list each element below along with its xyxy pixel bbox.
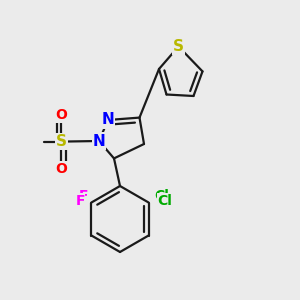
- Text: O: O: [56, 162, 68, 176]
- Text: N: N: [93, 134, 105, 148]
- Text: S: S: [173, 39, 184, 54]
- Text: N: N: [93, 134, 105, 148]
- Text: F: F: [75, 194, 85, 208]
- Text: O: O: [56, 108, 68, 122]
- Text: O: O: [56, 162, 68, 176]
- Text: S: S: [56, 134, 67, 149]
- Text: S: S: [173, 39, 184, 54]
- Text: Cl: Cl: [158, 194, 172, 208]
- Text: F: F: [79, 190, 88, 203]
- Text: O: O: [56, 108, 68, 122]
- Text: S: S: [56, 134, 67, 149]
- Text: N: N: [102, 112, 114, 128]
- Text: Cl: Cl: [154, 190, 169, 203]
- Text: N: N: [102, 112, 114, 128]
